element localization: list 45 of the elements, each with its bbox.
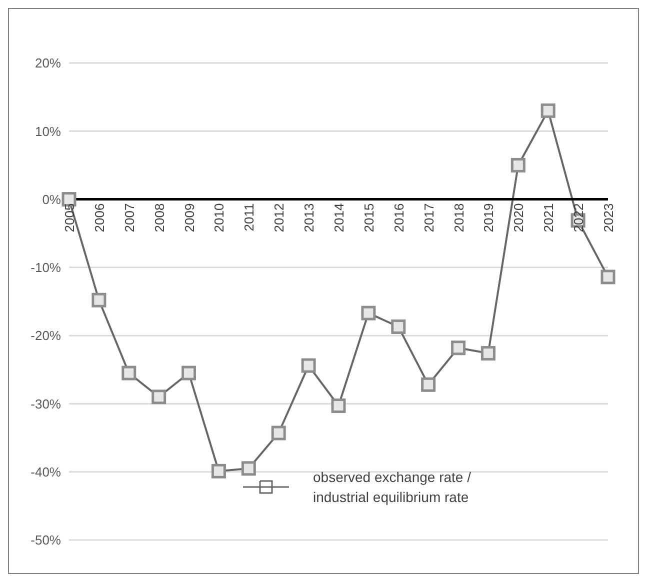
x-tick-label: 2005	[62, 203, 77, 232]
point	[331, 398, 346, 414]
y-tick-label: -20%	[30, 328, 62, 344]
point	[600, 270, 616, 284]
x-tick-label: 2009	[182, 203, 197, 232]
point	[421, 377, 436, 392]
point	[510, 158, 526, 172]
point	[152, 390, 166, 404]
x-tick-label: 2006	[92, 203, 107, 232]
point	[122, 366, 136, 380]
x-tick-label: 2011	[242, 203, 257, 232]
y-tick-label: 10%	[34, 124, 62, 139]
x-tick-label: 2012	[272, 203, 287, 232]
x-tick-label: 2016	[391, 203, 406, 232]
point	[451, 340, 466, 356]
x-tick-label: 2008	[152, 203, 167, 232]
y-tick-label: -50%	[30, 532, 62, 548]
point	[480, 346, 496, 361]
x-tick-label: 2007	[122, 203, 137, 232]
point	[241, 461, 256, 476]
x-tick-label: 2018	[451, 203, 466, 232]
x-tick-label: 2020	[511, 203, 526, 232]
point	[361, 306, 376, 320]
point	[540, 103, 556, 118]
point	[211, 464, 226, 478]
point	[271, 426, 286, 440]
point	[391, 319, 406, 334]
x-tick-label: 2021	[541, 203, 556, 232]
y-tick-label: -30%	[30, 396, 62, 412]
y-tick-label: -40%	[30, 464, 62, 480]
x-tick-label: 2010	[212, 203, 227, 232]
y-tick-label: 0%	[42, 192, 62, 207]
x-tick-label: 2019	[481, 203, 496, 232]
x-tick-label: 2014	[332, 203, 346, 232]
x-tick-label: 2015	[361, 203, 376, 232]
legend-label: observed exchange rate / industrial equilibrium rate	[313, 468, 472, 507]
point	[301, 358, 316, 373]
point	[182, 366, 196, 380]
point	[92, 292, 106, 308]
y-tick-label: 20%	[34, 56, 62, 71]
x-tick-label: 2017	[421, 203, 436, 232]
x-tick-label: 2022	[571, 203, 586, 232]
x-tick-label: 2023	[601, 203, 616, 232]
x-tick-label: 2013	[302, 203, 317, 232]
y-tick-label: -10%	[30, 260, 62, 276]
